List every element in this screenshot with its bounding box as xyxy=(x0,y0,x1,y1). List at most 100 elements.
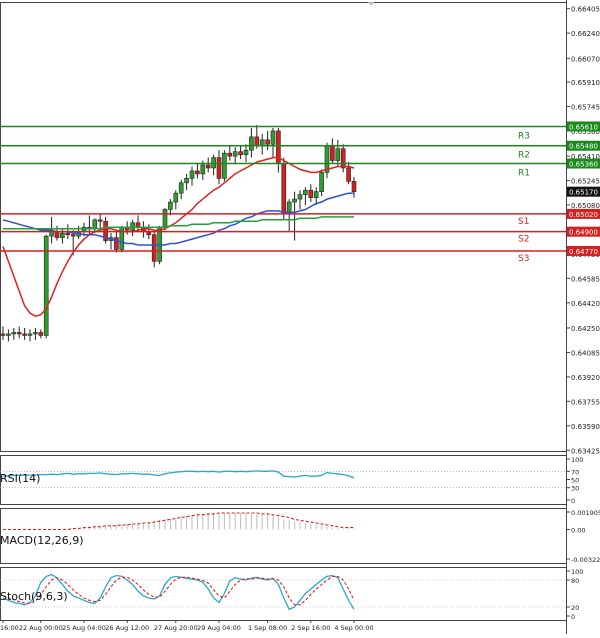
candle-body xyxy=(216,157,222,179)
candle-body xyxy=(346,167,351,182)
candle-body xyxy=(16,332,22,335)
stoch-tick-label: 20 xyxy=(571,604,579,612)
macd-signal-line xyxy=(3,512,354,531)
panel-frame-2 xyxy=(0,508,567,564)
candle-body xyxy=(238,151,243,155)
candle-body xyxy=(249,136,254,151)
panel-frames xyxy=(0,0,567,634)
rsi-title: RSI(14) xyxy=(0,472,40,485)
price-tick-label: 0.66070 xyxy=(571,55,600,63)
price-tick-label: 0.63590 xyxy=(571,423,600,431)
level-r3-label: R3 xyxy=(518,131,530,141)
candle-body xyxy=(297,194,303,200)
time-tick-label: 16:00 xyxy=(0,624,19,632)
price-tick-label: 0.64085 xyxy=(571,349,600,357)
stoch-tick-label: 0 xyxy=(571,613,575,621)
candle-body xyxy=(43,235,49,336)
candle-body xyxy=(243,149,249,155)
time-tick-label: 25 Aug 04:00 xyxy=(62,624,106,632)
time-tick-label: 4 Sep 00:00 xyxy=(334,624,373,632)
rsi-tick-label: 30 xyxy=(571,485,579,493)
price-tick-label: 0.63755 xyxy=(571,398,600,406)
level-s1-label: S1 xyxy=(518,217,529,227)
level-s2-label: S2 xyxy=(518,235,529,245)
macd-title: MACD(12,26,9) xyxy=(0,534,84,547)
time-tick-label: 1 Sep 08:00 xyxy=(248,624,287,632)
rsi-tick-label: 50 xyxy=(571,477,579,485)
ma-green-line xyxy=(3,216,354,230)
candle-body xyxy=(65,232,71,235)
candle-body xyxy=(168,201,173,210)
price-tick-label: 0.64585 xyxy=(571,275,600,283)
stoch-d-line xyxy=(2,575,355,606)
price-tick-label: 0.65410 xyxy=(571,153,600,161)
candle-body xyxy=(259,139,265,147)
candle-body xyxy=(54,231,60,238)
candle-body xyxy=(292,198,297,203)
candle-body xyxy=(38,332,44,336)
price-tick-label: 0.65910 xyxy=(571,79,600,87)
candle-body xyxy=(22,333,27,336)
candle-body xyxy=(222,152,227,179)
price-tick-label: 0.65745 xyxy=(571,103,600,111)
candle-body xyxy=(184,178,189,184)
macd-tick-label: -0.003223 xyxy=(571,556,600,564)
time-tick-label: 27 Aug 20:00 xyxy=(154,624,198,632)
macd-panel: MACD(12,26,9) 0.001905 0.00 -0.003223 xyxy=(0,509,600,564)
level-r3-price-box xyxy=(567,121,600,132)
candle-body xyxy=(114,237,119,250)
current-price-label: 0.65170 xyxy=(569,189,598,197)
level-s1-price: 0.65020 xyxy=(569,211,598,219)
stoch-k-line xyxy=(2,573,355,611)
level-s3-price-box xyxy=(567,245,600,256)
candle-body xyxy=(335,148,341,161)
time-axis: 16:00 22 Aug 00:00 25 Aug 04:00 26 Aug 12:0… xyxy=(0,620,374,632)
panel-frame-3 xyxy=(0,567,567,621)
candle-body xyxy=(0,333,6,336)
price-tick-label: 0.64420 xyxy=(571,300,600,308)
candle-body xyxy=(189,170,195,179)
level-r2-label: R2 xyxy=(518,151,530,161)
candle-body xyxy=(254,136,260,147)
rsi-tick-label: 70 xyxy=(571,468,579,476)
ma-red-line xyxy=(2,156,355,318)
price-tick-label: 0.63425 xyxy=(571,447,600,455)
macd-tick-label: 0.00 xyxy=(571,526,585,534)
current-price-box xyxy=(567,186,600,197)
time-tick-label: 22 Aug 00:00 xyxy=(19,624,63,632)
candle-body xyxy=(97,219,103,222)
price-tick-label: 0.65080 xyxy=(571,202,600,210)
price-tick-label: 0.63920 xyxy=(571,374,600,382)
price-tick-label: 0.64250 xyxy=(571,325,600,333)
candle-body xyxy=(265,139,270,145)
candle-body xyxy=(270,130,276,145)
stoch-title: Stoch(9,6,3) xyxy=(0,590,68,603)
candle-body xyxy=(195,170,200,175)
level-s2-price-box xyxy=(567,226,600,237)
candle-body xyxy=(60,232,65,238)
candle-body xyxy=(340,148,346,169)
level-s3-price: 0.64770 xyxy=(569,248,598,256)
candle-body xyxy=(308,189,314,198)
candle-body xyxy=(151,234,157,262)
candle-body xyxy=(232,151,238,157)
candle-body xyxy=(11,332,17,335)
rsi-line xyxy=(2,470,355,479)
candle-body xyxy=(173,192,179,203)
price-tick-label: 0.65245 xyxy=(571,178,600,186)
candle-body xyxy=(351,181,357,192)
candle-body xyxy=(281,163,287,215)
level-r1-price-box xyxy=(567,158,600,169)
candle-body xyxy=(200,164,206,175)
time-tick-label: 26 Aug 12:00 xyxy=(105,624,149,632)
candle-body xyxy=(205,164,211,169)
price-tick-label: 0.66240 xyxy=(571,30,600,38)
level-s2-price: 0.64900 xyxy=(569,229,598,237)
candle-body xyxy=(6,333,11,336)
top-marker-icon xyxy=(368,2,374,6)
candle-body xyxy=(92,219,98,230)
stoch-tick-label: 80 xyxy=(571,577,579,585)
